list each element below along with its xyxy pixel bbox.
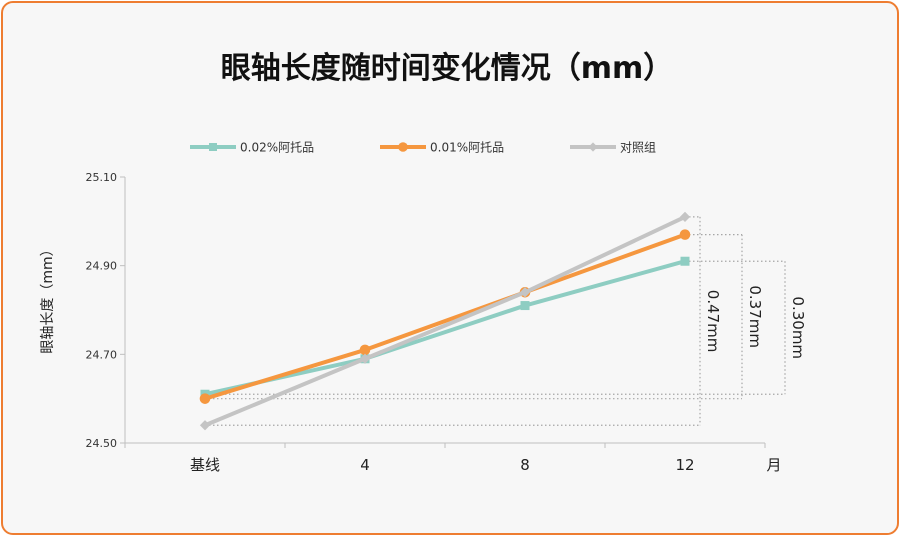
legend-item: 对照组 — [570, 141, 656, 155]
data-point — [520, 301, 530, 311]
data-point — [359, 353, 371, 364]
x-tick-label: 8 — [520, 456, 530, 474]
legend-label: 对照组 — [620, 141, 656, 155]
annotation-bracket: 0.30mm — [205, 260, 807, 395]
annotation-label: 0.30mm — [789, 296, 807, 359]
annotation-label: 0.37mm — [746, 285, 764, 348]
y-tick-label: 24.90 — [86, 260, 118, 273]
legend-item: 0.01%阿托品 — [380, 141, 504, 155]
annotation-bracket: 0.37mm — [205, 234, 764, 400]
legend-swatch-marker — [398, 142, 408, 152]
chart-title: 眼轴长度随时间变化情况（mm） — [221, 51, 674, 86]
series — [199, 211, 691, 431]
legend-swatch-marker — [209, 143, 217, 151]
annotation-bracket: 0.47mm — [205, 216, 722, 426]
data-point — [199, 420, 211, 431]
legend-label: 0.01%阿托品 — [430, 141, 504, 155]
y-tick-label: 24.70 — [86, 348, 118, 361]
legend: 0.02%阿托品 0.01%阿托品 对照组 — [190, 141, 656, 155]
series-group — [199, 211, 691, 431]
legend-item: 0.02%阿托品 — [190, 141, 314, 155]
data-point — [359, 344, 371, 356]
data-point — [679, 211, 691, 222]
data-point — [199, 393, 211, 404]
data-point — [680, 256, 690, 266]
series-line — [203, 214, 687, 428]
annotations: 0.47mm 0.37mm 0.30mm — [205, 216, 807, 426]
legend-label: 0.02%阿托品 — [240, 141, 314, 155]
y-tick-label: 25.10 — [86, 171, 118, 184]
annotation-label: 0.47mm — [704, 290, 722, 353]
y-axis-label: 眼轴长度（mm） — [40, 242, 56, 353]
data-point — [519, 287, 531, 298]
x-tick-label: 4 — [360, 456, 370, 474]
axes: 24.50 24.70 24.90 25.10 基线 4 8 12 — [86, 171, 766, 474]
data-point — [679, 229, 691, 240]
x-axis-unit: 月 — [766, 456, 781, 474]
series-line — [203, 232, 687, 401]
x-tick-label: 基线 — [190, 456, 220, 474]
legend-swatch-marker — [588, 142, 598, 152]
x-tick-label: 12 — [675, 456, 694, 474]
series-line — [203, 259, 687, 397]
series — [199, 229, 691, 404]
y-tick-label: 24.50 — [86, 437, 118, 450]
